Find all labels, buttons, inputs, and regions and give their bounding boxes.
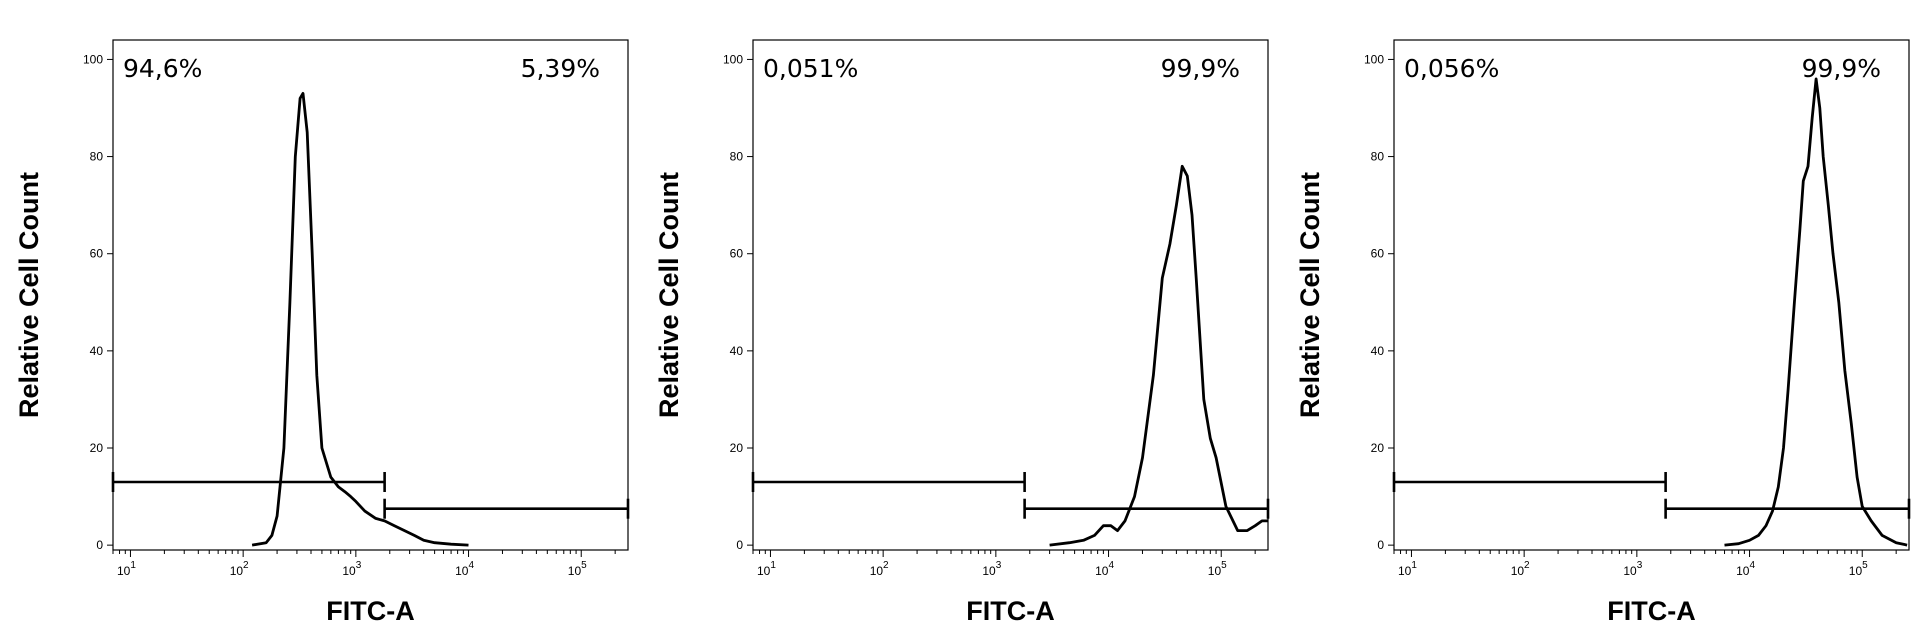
y-tick-label: 0 [736, 538, 743, 552]
x-axis-label: FITC-A [1607, 596, 1695, 626]
y-tick-label: 20 [730, 441, 744, 455]
gate-percentage-label: 0,056% [1404, 54, 1499, 83]
y-tick-label: 0 [1377, 538, 1384, 552]
y-tick-label: 100 [83, 52, 103, 66]
histogram-panel-3: 0 20 40 60 80 100 101 102 103 104 105 FITC-A Relativ… [1295, 39, 1911, 626]
x-tick-label: 102 [230, 560, 249, 578]
gate-percentage-label: 0,051% [763, 54, 858, 83]
y-tick-label: 40 [1371, 344, 1385, 358]
y-tick-label: 40 [730, 344, 744, 358]
y-tick-label: 60 [90, 247, 104, 261]
x-axis-label: FITC-A [966, 596, 1054, 626]
y-tick-label: 0 [96, 538, 103, 552]
x-tick-label: 103 [342, 560, 361, 578]
plot-frame [752, 39, 1269, 551]
x-tick-label: 105 [1208, 560, 1227, 578]
y-tick-label: 80 [730, 150, 744, 164]
histogram-panel-1: 0 20 40 60 80 100 101 102 103 104 105 FITC-A Relativ… [14, 39, 630, 626]
x-tick-label: 104 [455, 560, 474, 578]
x-tick-label: 101 [1398, 560, 1417, 578]
y-axis-label: Relative Cell Count [654, 172, 684, 418]
x-tick-label: 104 [1736, 560, 1755, 578]
y-tick-label: 80 [90, 150, 104, 164]
plot-frame [112, 39, 629, 551]
histogram-curve [251, 92, 469, 547]
y-tick-label: 80 [1371, 150, 1385, 164]
x-tick-label: 105 [568, 560, 587, 578]
x-tick-label: 104 [1095, 560, 1114, 578]
y-tick-label: 100 [1364, 52, 1384, 66]
x-tick-label: 101 [757, 560, 776, 578]
plot-frame [1393, 39, 1910, 551]
x-tick-label: 105 [1849, 560, 1868, 578]
y-axis-label: Relative Cell Count [1295, 172, 1325, 418]
y-tick-label: 100 [723, 52, 743, 66]
x-tick-label: 102 [1511, 560, 1530, 578]
x-tick-label: 103 [982, 560, 1001, 578]
y-tick-label: 60 [1371, 247, 1385, 261]
gate-percentage-label: 5,39% [521, 54, 600, 83]
y-tick-label: 20 [90, 441, 104, 455]
y-axis-label: Relative Cell Count [14, 172, 44, 418]
gate-percentage-label: 99,9% [1802, 54, 1881, 83]
gate-percentage-label: 94,6% [123, 54, 202, 83]
y-tick-label: 60 [730, 247, 744, 261]
x-tick-label: 102 [870, 560, 889, 578]
x-tick-label: 103 [1623, 560, 1642, 578]
x-axis-label: FITC-A [326, 596, 414, 626]
y-tick-label: 20 [1371, 441, 1385, 455]
y-tick-label: 40 [90, 344, 104, 358]
gate-percentage-label: 99,9% [1161, 54, 1240, 83]
histogram-curve [1724, 77, 1908, 547]
x-tick-label: 101 [117, 560, 136, 578]
histogram-panel-2: 0 20 40 60 80 100 101 102 103 104 105 FITC-A Relativ… [654, 39, 1270, 626]
histogram-curve [1049, 164, 1268, 547]
